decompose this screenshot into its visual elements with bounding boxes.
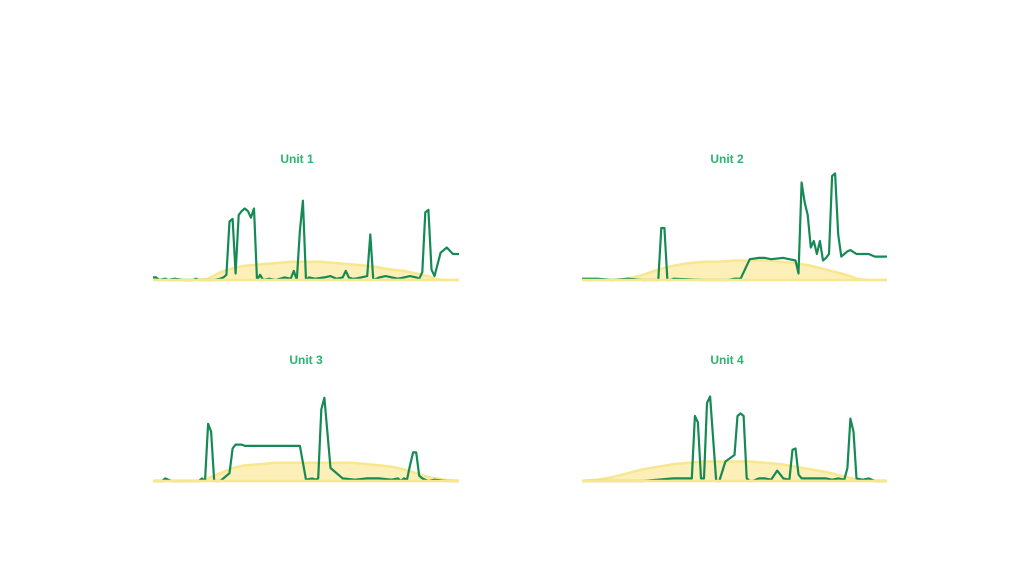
- line-series: [582, 172, 887, 282]
- area-fill: [153, 462, 459, 481]
- panel-unit-2: Unit 2: [582, 152, 887, 282]
- line-series: [582, 395, 887, 483]
- panel-unit-4: Unit 4: [581, 353, 887, 483]
- area-series-line: [581, 460, 887, 483]
- line-series: [153, 396, 459, 483]
- panel-title: Unit 4: [710, 353, 744, 367]
- area-fill: [582, 260, 887, 280]
- panel-title: Unit 3: [289, 353, 323, 367]
- area-series-line: [153, 260, 459, 282]
- area-fill: [582, 461, 887, 481]
- panel-title: Unit 1: [280, 152, 314, 166]
- panel-title: Unit 2: [710, 152, 744, 166]
- line-series: [153, 199, 459, 282]
- panel-unit-1: Unit 1: [153, 152, 459, 282]
- panel-unit-3: Unit 3: [153, 353, 460, 483]
